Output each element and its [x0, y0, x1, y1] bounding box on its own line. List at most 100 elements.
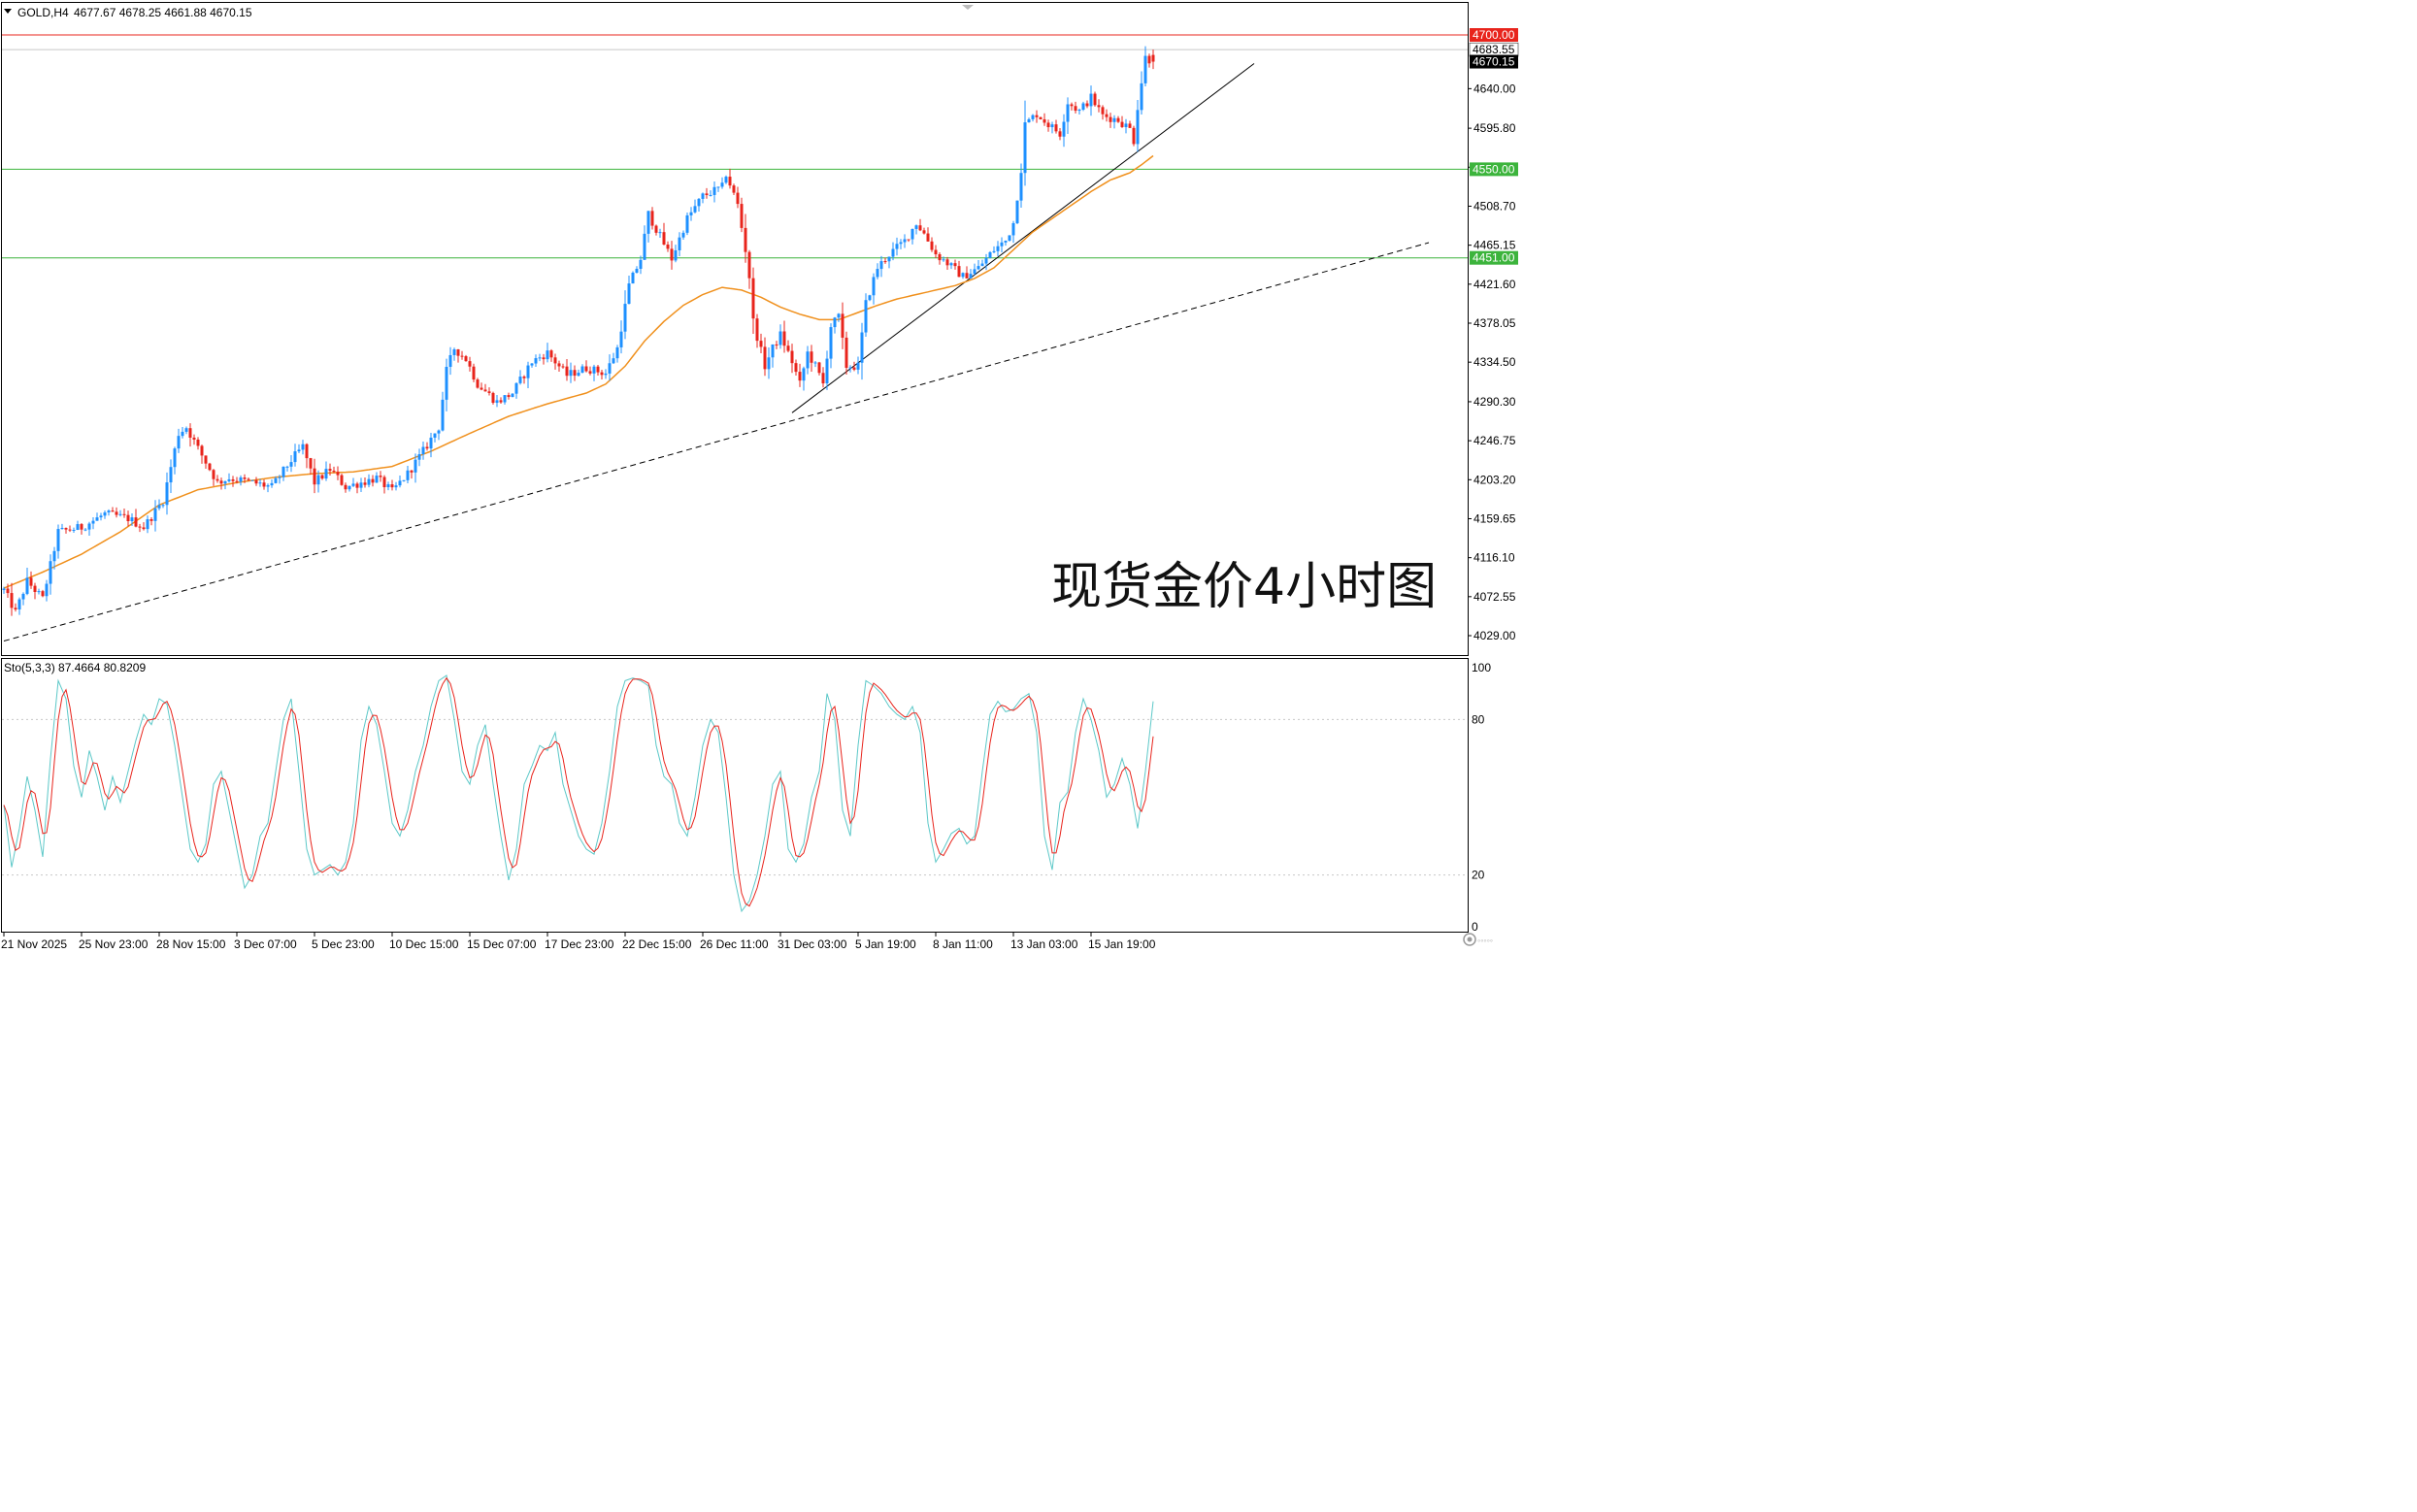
horizontal-levels	[2, 34, 1468, 259]
candle-body	[879, 261, 883, 270]
candle-body	[833, 317, 837, 328]
candle-body	[860, 332, 864, 363]
candle-body	[262, 482, 266, 487]
candle-body	[810, 351, 813, 363]
candle-body	[977, 266, 980, 270]
candle-body	[678, 237, 681, 250]
candle-body	[95, 517, 99, 521]
candle-body	[914, 225, 918, 229]
candle-body	[813, 362, 817, 364]
scroll-marker-icon[interactable]	[962, 5, 974, 10]
candle-body	[732, 185, 736, 193]
candle-body	[344, 484, 348, 490]
candle-body	[266, 485, 270, 487]
candle-body	[2, 588, 6, 590]
time-tick-label: 5 Dec 23:00	[312, 937, 375, 951]
candle-body	[643, 233, 646, 260]
price-tick-label: 4595.80	[1473, 121, 1516, 135]
candle-body	[10, 593, 14, 608]
stoch-signal-line	[3, 676, 1154, 907]
candle-body	[685, 214, 689, 233]
price-tag-label: 4683.55	[1473, 43, 1515, 56]
price-tick-label: 4159.65	[1473, 511, 1516, 525]
candle-body	[736, 192, 740, 205]
candle-body	[328, 469, 332, 472]
candle-body	[681, 232, 685, 238]
candle-body	[1074, 106, 1077, 112]
candle-body	[844, 337, 848, 368]
candle-body	[604, 373, 608, 376]
candle-body	[553, 357, 557, 364]
candle-body	[340, 475, 344, 485]
candle-body	[111, 510, 115, 512]
time-tick-label: 28 Nov 15:00	[156, 937, 226, 951]
candle-body	[720, 182, 724, 187]
candle-body	[1050, 124, 1054, 128]
candle-body	[829, 327, 833, 359]
candle-body	[1027, 118, 1031, 123]
candle-body	[80, 524, 83, 530]
candle-body	[126, 514, 130, 522]
candle-body	[907, 239, 911, 241]
price-tick-label: 4334.50	[1473, 355, 1516, 369]
candle-body	[825, 358, 829, 384]
candle-body	[445, 367, 448, 400]
candle-body	[1120, 121, 1124, 127]
price-tick-label: 4029.00	[1473, 629, 1516, 642]
candle-body	[612, 358, 615, 364]
candle-body	[790, 350, 794, 364]
candle-body	[196, 439, 200, 446]
candle-body	[72, 530, 76, 532]
candle-body	[689, 212, 693, 215]
candle-body	[961, 273, 965, 278]
candle-body	[452, 348, 456, 355]
candle-body	[243, 477, 247, 479]
candle-body	[650, 211, 654, 226]
candle-body	[464, 356, 468, 362]
candle-body	[740, 204, 744, 228]
candle-body	[394, 485, 398, 488]
stoch-tick-label: 80	[1472, 712, 1485, 726]
candle-body	[666, 245, 670, 249]
candle-body	[565, 366, 569, 377]
candle-body	[965, 273, 969, 279]
candle-body	[1070, 104, 1074, 107]
candle-body	[1140, 82, 1143, 111]
candle-body	[165, 482, 169, 506]
trendline	[791, 63, 1255, 413]
candle-body	[371, 478, 375, 483]
symbol-menu-icon[interactable]	[4, 9, 12, 14]
candle-body	[250, 479, 254, 481]
candle-body	[188, 428, 192, 438]
candle-body	[324, 469, 328, 479]
candle-body	[992, 250, 996, 252]
chart-watermark: 现货金价4小时图	[1051, 558, 1437, 616]
price-tick-label: 4203.20	[1473, 473, 1516, 486]
candle-body	[561, 366, 565, 368]
ma-line	[3, 154, 1154, 589]
candle-body	[503, 395, 507, 403]
candle-body	[895, 244, 899, 249]
candle-body	[1143, 55, 1147, 83]
candle-body	[219, 480, 223, 484]
candle-body	[988, 251, 992, 258]
candle-body	[728, 177, 732, 186]
candle-body	[483, 389, 487, 392]
candle-body	[557, 363, 561, 367]
candle-body	[130, 517, 134, 522]
candle-body	[631, 273, 635, 284]
candle-body	[49, 561, 52, 584]
candle-body	[518, 377, 522, 383]
candle-body	[83, 529, 87, 531]
candle-body	[1124, 123, 1128, 127]
candle-body	[903, 239, 907, 243]
candle-body	[402, 479, 406, 481]
candle-body	[99, 515, 103, 518]
candle-body	[425, 446, 429, 449]
candle-body	[351, 483, 355, 486]
candle-body	[87, 523, 91, 530]
candle-body	[355, 483, 359, 488]
candle-body	[507, 395, 511, 398]
moving-average	[3, 154, 1154, 589]
